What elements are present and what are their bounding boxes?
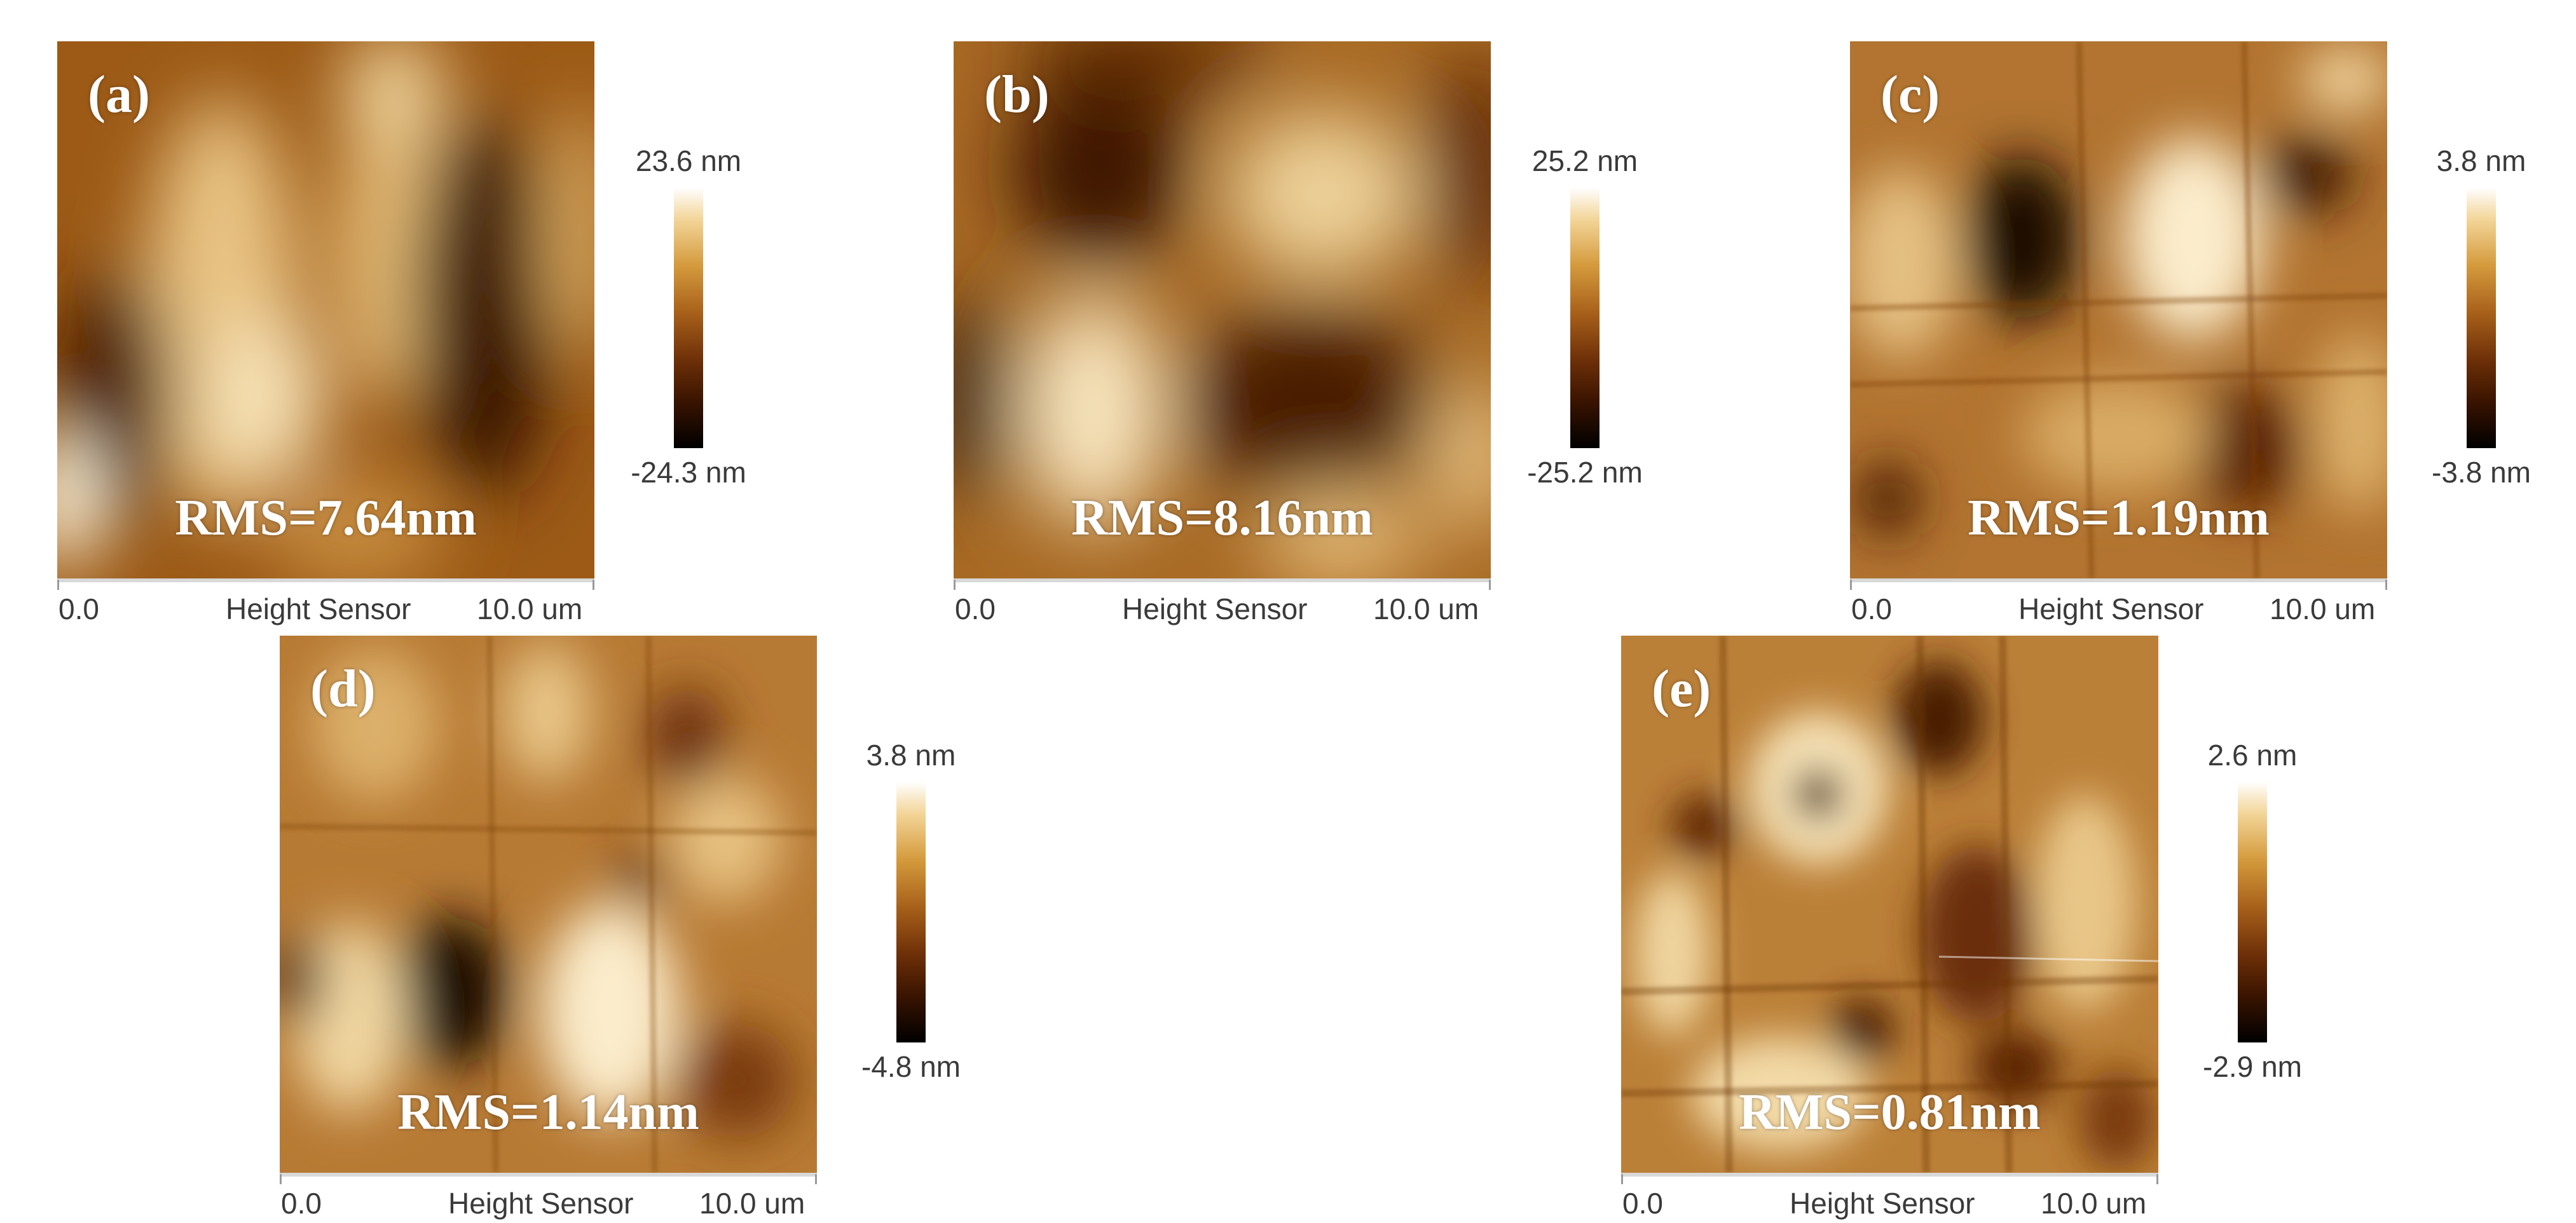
x-axis-start: 0.0 (58, 592, 99, 625)
x-axis-title: Height Sensor (1122, 592, 1308, 625)
color-scale-max: 3.8 nm (2436, 144, 2526, 177)
afm-height-image-b: (b) RMS=8.16nm (954, 41, 1491, 578)
x-axis-tick (57, 580, 59, 590)
x-axis-end: 10.0 um (699, 1187, 805, 1220)
x-axis-tick (2156, 1174, 2158, 1184)
afm-panel-b: (b) RMS=8.16nm 0.0 Height Sensor 10.0 um… (954, 41, 1748, 632)
color-scale-max: 3.8 nm (866, 739, 956, 772)
afm-height-image-a: (a) RMS=7.64nm (57, 41, 594, 578)
panel-label: (d) (310, 659, 376, 718)
rms-value: RMS=1.14nm (397, 1084, 699, 1140)
x-axis-tick (1621, 1174, 1623, 1184)
x-axis-bar (1621, 1173, 2158, 1177)
rms-value: RMS=1.19nm (1968, 490, 2270, 546)
x-axis-end: 10.0 um (477, 592, 583, 625)
color-scale-max: 23.6 nm (635, 144, 742, 177)
x-axis-bar (280, 1173, 817, 1177)
afm-height-image-c: (c) RMS=1.19nm (1850, 41, 2387, 578)
afm-panel-a: (a) RMS=7.64nm 0.0 Height Sensor 10.0 um… (57, 41, 852, 632)
x-axis-title: Height Sensor (1790, 1187, 1975, 1220)
x-axis-start: 0.0 (955, 592, 996, 625)
color-scale-bar (1570, 188, 1600, 448)
x-axis-title: Height Sensor (448, 1187, 634, 1220)
x-axis-bar (954, 578, 1491, 582)
x-axis-tick (954, 580, 956, 590)
x-axis-title: Height Sensor (226, 592, 411, 625)
x-axis-tick (2385, 580, 2387, 590)
panel-label: (c) (1881, 65, 1940, 124)
x-axis-tick (1850, 580, 1852, 590)
color-scale-max: 25.2 nm (1531, 144, 1638, 177)
x-axis-tick (1489, 580, 1491, 590)
afm-height-image-e: (e) RMS=0.81nm (1621, 636, 2158, 1173)
x-axis-end: 10.0 um (1373, 592, 1479, 625)
color-scale-bar (896, 782, 926, 1042)
afm-panel-c: (c) RMS=1.19nm 0.0 Height Sensor 10.0 um… (1850, 41, 2562, 632)
color-scale-bar (674, 188, 703, 448)
x-axis-start: 0.0 (281, 1187, 322, 1220)
x-axis-end: 10.0 um (2041, 1187, 2147, 1220)
panel-label: (b) (984, 65, 1050, 124)
color-scale-min: -25.2 nm (1527, 456, 1643, 489)
x-axis-end: 10.0 um (2270, 592, 2376, 625)
afm-height-image-d: (d) RMS=1.14nm (280, 636, 817, 1173)
x-axis-bar (57, 578, 594, 582)
x-axis-bar (1850, 578, 2387, 582)
panel-label: (a) (88, 65, 150, 124)
color-scale-min: -2.9 nm (2203, 1050, 2302, 1083)
panel-label: (e) (1652, 659, 1711, 718)
rms-value: RMS=0.81nm (1739, 1084, 2041, 1140)
x-axis-tick (280, 1174, 282, 1184)
color-scale-min: -24.3 nm (631, 456, 746, 489)
color-scale-bar (2238, 782, 2267, 1042)
x-axis-title: Height Sensor (2018, 592, 2204, 625)
color-scale-bar (2467, 188, 2496, 448)
x-axis-start: 0.0 (1851, 592, 1892, 625)
x-axis-tick (815, 1174, 817, 1184)
color-scale-min: -3.8 nm (2432, 456, 2531, 489)
afm-panel-e: (e) RMS=0.81nm 0.0 Height Sensor 10.0 um… (1621, 636, 2416, 1223)
afm-panel-d: (d) RMS=1.14nm 0.0 Height Sensor 10.0 um… (280, 636, 1074, 1223)
rms-value: RMS=8.16nm (1071, 490, 1373, 546)
x-axis-tick (593, 580, 594, 590)
x-axis-start: 0.0 (1622, 1187, 1663, 1220)
rms-value: RMS=7.64nm (175, 490, 477, 546)
color-scale-min: -4.8 nm (861, 1050, 961, 1083)
color-scale-max: 2.6 nm (2207, 739, 2298, 772)
